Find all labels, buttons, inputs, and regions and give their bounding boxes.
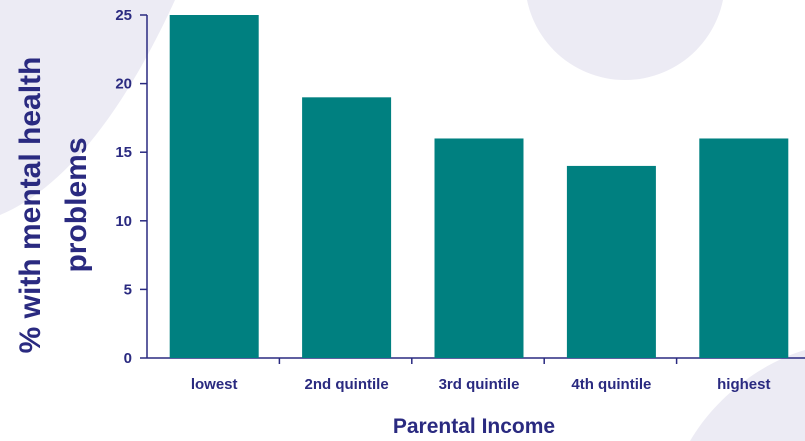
x-category-label: 4th quintile — [571, 376, 651, 393]
y-tick-label: 25 — [115, 7, 132, 24]
y-axis-title: % with mental health problems — [14, 57, 93, 354]
y-tick-label: 0 — [124, 350, 132, 367]
x-category-labels: lowest 2nd quintile 3rd quintile 4th quinti… — [191, 376, 771, 393]
x-category-label: highest — [717, 376, 770, 393]
y-axis-title-line-1: % with mental health — [14, 57, 47, 354]
x-category-label: lowest — [191, 376, 238, 393]
x-axis-title: Parental Income — [393, 415, 555, 438]
bar — [302, 97, 392, 358]
y-axis-title-line-2: problems — [60, 137, 93, 272]
bar — [434, 138, 524, 358]
y-tick-label: 15 — [115, 144, 132, 161]
x-category-label: 3rd quintile — [439, 376, 520, 393]
bar — [566, 165, 656, 358]
y-tick-labels: 0 5 10 15 20 25 — [115, 7, 132, 367]
x-category-label: 2nd quintile — [305, 376, 389, 393]
y-tick-label: 10 — [115, 213, 132, 230]
background-circle — [527, 0, 723, 80]
y-tick-label: 20 — [115, 76, 132, 93]
bar — [699, 138, 789, 358]
background-corner — [690, 350, 805, 441]
background-swoosh — [0, 0, 175, 215]
y-tick-label: 5 — [124, 281, 132, 298]
bar — [169, 15, 259, 358]
bars — [169, 15, 789, 358]
